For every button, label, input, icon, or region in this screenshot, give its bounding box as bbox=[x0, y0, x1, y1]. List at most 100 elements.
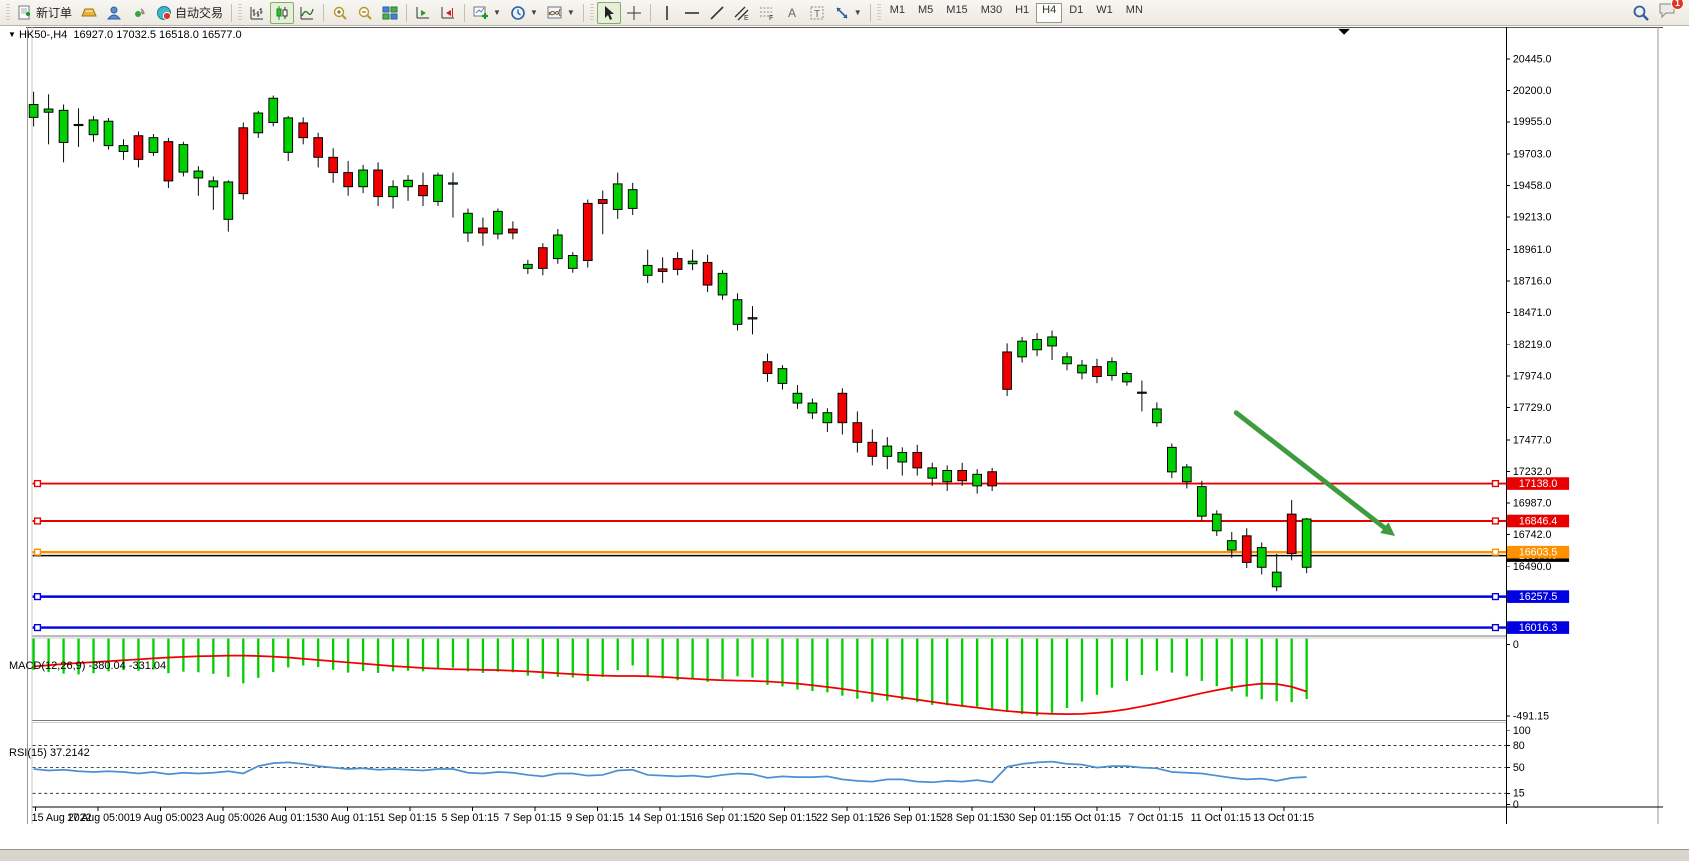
chart-title[interactable]: ▼ HK50-,H4 16927.0 17032.5 16518.0 16577… bbox=[8, 29, 242, 41]
period-button[interactable]: ▼ bbox=[506, 2, 542, 24]
timeframe-W1[interactable]: W1 bbox=[1096, 3, 1113, 16]
time-axis-label: 30 Sep 01:15 bbox=[1003, 812, 1066, 824]
rsi-line bbox=[33, 760, 1307, 784]
line-handle[interactable] bbox=[1491, 623, 1500, 632]
candle bbox=[1196, 480, 1207, 521]
candle bbox=[223, 180, 234, 232]
new-order-button[interactable]: 新订单 bbox=[13, 2, 76, 24]
channel-icon: E bbox=[734, 6, 749, 21]
timeframe-H4[interactable]: H4 bbox=[1036, 2, 1063, 23]
zoom-out-button[interactable] bbox=[353, 2, 377, 24]
price-badge: 16016.3 bbox=[1507, 621, 1570, 634]
candlestick-button[interactable] bbox=[270, 1, 295, 24]
candle bbox=[612, 172, 623, 219]
line-handle[interactable] bbox=[33, 593, 42, 601]
text-tool-button[interactable]: A bbox=[780, 2, 804, 24]
candle bbox=[178, 141, 189, 177]
channel-tool-button[interactable]: E bbox=[730, 2, 754, 24]
timeframe-M15[interactable]: M15 bbox=[946, 3, 968, 16]
line-handle[interactable] bbox=[1491, 593, 1500, 601]
trend-arrow-object[interactable] bbox=[1233, 410, 1396, 536]
timeframe-MN[interactable]: MN bbox=[1125, 3, 1143, 16]
chart-shift-marker[interactable] bbox=[1338, 28, 1350, 35]
toolbar-grip[interactable] bbox=[238, 3, 243, 22]
line-handle[interactable] bbox=[33, 517, 42, 525]
scroll-to-end-button[interactable] bbox=[411, 2, 435, 24]
trendline-tool-button[interactable] bbox=[705, 2, 729, 24]
candle bbox=[732, 293, 743, 331]
time-axis-label: 13 Oct 01:15 bbox=[1253, 812, 1314, 824]
timeframe-M5[interactable]: M5 bbox=[918, 3, 934, 16]
candle bbox=[403, 175, 413, 201]
separator bbox=[582, 3, 584, 22]
candle bbox=[1137, 380, 1147, 412]
toolbar-grip[interactable] bbox=[876, 3, 881, 22]
timeframe-M1[interactable]: M1 bbox=[889, 3, 905, 16]
line-handle[interactable] bbox=[33, 479, 42, 488]
line-chart-button[interactable] bbox=[295, 2, 319, 24]
line-handle[interactable] bbox=[33, 623, 42, 632]
svg-text:17232.0: 17232.0 bbox=[1513, 466, 1552, 478]
price-badge: 17138.0 bbox=[1507, 477, 1570, 490]
signal-button[interactable] bbox=[127, 2, 151, 24]
zoom-in-button[interactable] bbox=[328, 2, 352, 24]
terminal-icon bbox=[107, 6, 122, 19]
arrows-icon bbox=[836, 6, 848, 19]
new-chart-button[interactable]: ▼ bbox=[469, 2, 505, 24]
candle bbox=[672, 252, 683, 276]
notifications-button[interactable]: 1 bbox=[1658, 0, 1684, 24]
toolbar-grip[interactable] bbox=[6, 3, 10, 22]
svg-text:19703.0: 19703.0 bbox=[1513, 149, 1552, 161]
period-icon bbox=[511, 5, 525, 20]
horizontal-line-tool-button[interactable] bbox=[680, 2, 704, 24]
separator bbox=[649, 3, 651, 22]
timeframe-D1[interactable]: D1 bbox=[1069, 3, 1084, 16]
rsi-indicator-label: RSI(15) 37.2142 bbox=[9, 747, 90, 759]
candle bbox=[852, 411, 863, 453]
cursor-tool-button[interactable] bbox=[596, 1, 621, 24]
text-label-icon: T bbox=[810, 6, 824, 20]
timeframe-H1[interactable]: H1 bbox=[1015, 3, 1030, 16]
chart-shift-button[interactable] bbox=[436, 2, 460, 24]
candle bbox=[103, 118, 114, 150]
line-handle[interactable] bbox=[1491, 517, 1500, 525]
auto-trading-button[interactable]: 自动交易 bbox=[152, 2, 227, 24]
price-chart[interactable]: 20445.0 20200.0 19955.0 19703.0 19458.0 19213… bbox=[0, 26, 1689, 849]
line-handle[interactable] bbox=[1491, 548, 1500, 556]
svg-text:19213.0: 19213.0 bbox=[1513, 212, 1552, 224]
time-axis-label: 19 Aug 05:00 bbox=[129, 812, 192, 824]
price-badge: 16257.5 bbox=[1507, 590, 1570, 603]
line-handle[interactable] bbox=[33, 548, 42, 556]
terminal-button[interactable] bbox=[102, 2, 126, 24]
text-label-tool-button[interactable]: T bbox=[805, 2, 829, 24]
candle bbox=[1047, 330, 1057, 361]
svg-text:18961.0: 18961.0 bbox=[1513, 244, 1552, 256]
search-icon[interactable] bbox=[1632, 4, 1650, 22]
candle bbox=[1301, 517, 1312, 574]
time-axis-label: 5 Oct 01:15 bbox=[1066, 812, 1121, 824]
bar-chart-button[interactable] bbox=[245, 2, 269, 24]
candle bbox=[448, 172, 458, 218]
zoom-out-icon bbox=[358, 6, 372, 20]
svg-text:F: F bbox=[769, 15, 773, 21]
svg-text:16490.0: 16490.0 bbox=[1513, 561, 1552, 573]
crosshair-tool-button[interactable] bbox=[622, 2, 646, 24]
line-handle[interactable] bbox=[1491, 479, 1500, 488]
collapse-triangle-icon[interactable]: ▼ bbox=[8, 30, 16, 39]
gold-button[interactable] bbox=[77, 2, 101, 24]
crosshair-icon bbox=[626, 5, 641, 20]
svg-text:19955.0: 19955.0 bbox=[1513, 116, 1552, 128]
svg-text:E: E bbox=[744, 15, 749, 21]
indicators-button[interactable]: ▼ bbox=[543, 2, 579, 24]
timeframe-M30[interactable]: M30 bbox=[980, 3, 1003, 16]
arrows-tool-button[interactable]: ▼ bbox=[830, 2, 866, 24]
vertical-line-tool-button[interactable] bbox=[655, 2, 679, 24]
chart-window: ▼ HK50-,H4 16927.0 17032.5 16518.0 16577… bbox=[0, 26, 1689, 861]
candle bbox=[1241, 528, 1252, 569]
indicators-icon bbox=[547, 6, 562, 18]
svg-text:20445.0: 20445.0 bbox=[1513, 53, 1552, 65]
toolbar-grip[interactable] bbox=[589, 3, 594, 22]
tile-windows-button[interactable] bbox=[378, 2, 402, 24]
candle bbox=[1092, 358, 1102, 384]
fibonacci-tool-button[interactable]: F bbox=[755, 2, 779, 24]
